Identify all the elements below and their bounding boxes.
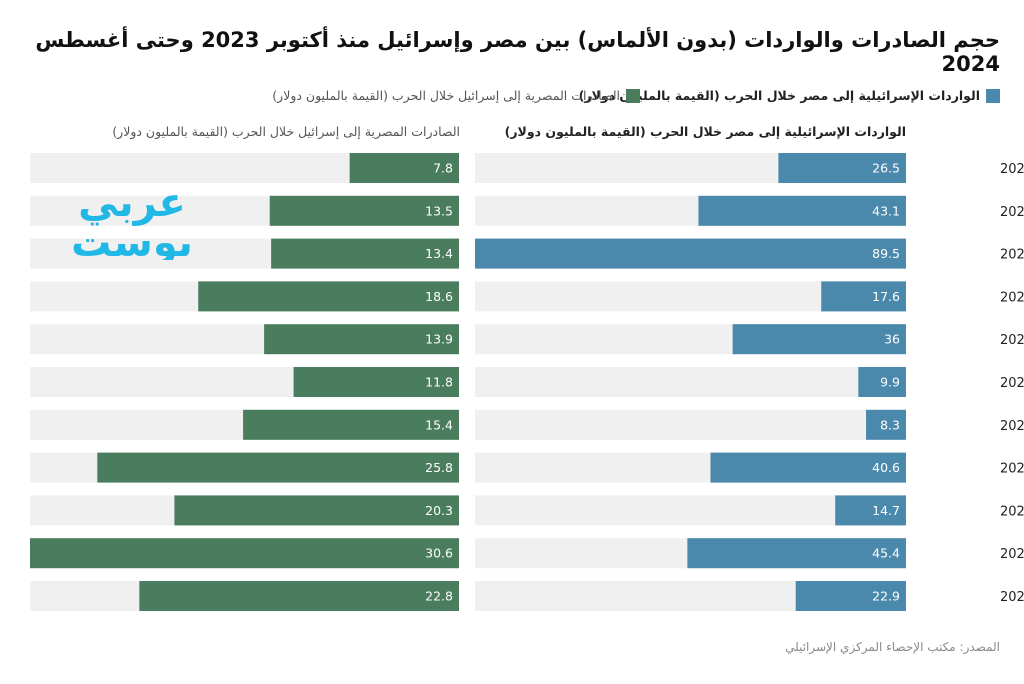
imports-track: [475, 495, 906, 526]
exports-bar: [139, 581, 459, 611]
imports-value-label: 8.3: [880, 417, 900, 432]
imports-value-label: 43.1: [872, 203, 900, 218]
imports-bar: [778, 153, 906, 183]
legend-imports-swatch: [986, 88, 1000, 103]
exports-bar: [198, 281, 459, 312]
chart-title: حجم الصادرات والواردات (بدون الألماس) بي…: [35, 28, 1000, 76]
exports-value-label: 15.4: [425, 417, 453, 432]
imports-track: [475, 409, 906, 440]
imports-value-label: 45.4: [872, 546, 900, 561]
exports-value-label: 22.8: [425, 589, 453, 604]
imports-value-label: 9.9: [880, 375, 900, 390]
imports-bar: [821, 281, 906, 312]
imports-bar: [858, 367, 906, 397]
imports-bar: [732, 324, 906, 355]
legend-imports: الواردات الإسرائيلية إلى مصر خلال الحرب …: [579, 88, 1000, 103]
exports-value-label: 13.4: [425, 246, 453, 261]
imports-bar: [475, 238, 906, 269]
month-label: أكتوبر 2023: [1000, 160, 1024, 177]
exports-column-header: الصادرات المصرية إلى إسرائيل خلال الحرب …: [112, 124, 460, 139]
bar-chart: 26.5 7.8 أكتوبر 2023 43.1 13.5 نوفمبر 2023 89.…: [30, 153, 1024, 611]
exports-value-label: 18.6: [425, 289, 453, 304]
legend-exports-swatch: [626, 88, 640, 103]
exports-bar: [97, 452, 459, 483]
exports-bar: [349, 153, 459, 183]
month-label: مارس 2024: [1000, 376, 1024, 391]
exports-bar: [269, 195, 459, 226]
month-label: نوفمبر 2023: [1000, 205, 1024, 220]
imports-value-label: 26.5: [872, 161, 900, 176]
imports-column-header: الواردات الإسرائيلية إلى مصر خلال الحرب …: [504, 124, 906, 139]
month-label: ديسمبر 2023: [1000, 248, 1024, 263]
imports-value-label: 22.9: [872, 589, 900, 604]
legend-exports-label: الصادرات المصرية إلى إسرائيل خلال الحرب …: [272, 88, 620, 103]
exports-value-label: 20.3: [425, 503, 453, 518]
legend-exports: الصادرات المصرية إلى إسرائيل خلال الحرب …: [272, 88, 640, 103]
exports-bar: [30, 538, 459, 569]
imports-bar: [710, 452, 906, 483]
month-label: أبريل 2024: [1000, 417, 1024, 434]
month-label: يناير 2024: [1000, 290, 1024, 305]
exports-value-label: 7.8: [433, 161, 453, 176]
exports-value-label: 25.8: [425, 460, 453, 475]
exports-bar: [174, 495, 459, 526]
exports-bar: [243, 409, 459, 440]
imports-bar: [687, 538, 906, 569]
imports-bar: [795, 581, 906, 611]
exports-value-label: 30.6: [425, 546, 453, 561]
imports-value-label: 14.7: [872, 503, 900, 518]
exports-bar: [271, 238, 459, 269]
imports-value-label: 89.5: [872, 246, 900, 261]
imports-track: [475, 367, 906, 397]
arabi-post-logo: عربي بوست: [71, 180, 193, 260]
month-label: يوليو 2024: [1000, 547, 1024, 562]
svg-text:عربي: عربي: [78, 180, 186, 226]
imports-bar: [835, 495, 906, 526]
legend-imports-label: الواردات الإسرائيلية إلى مصر خلال الحرب …: [578, 88, 980, 103]
imports-bar: [866, 409, 906, 440]
imports-bar: [698, 195, 906, 226]
month-label: يونيو 2024: [1000, 504, 1024, 519]
imports-value-label: 40.6: [872, 460, 900, 475]
month-label: مايو 2024: [1000, 462, 1024, 477]
exports-bar: [293, 367, 459, 397]
exports-value-label: 11.8: [425, 375, 453, 390]
svg-text:بوست: بوست: [71, 220, 193, 260]
exports-bar: [264, 324, 459, 355]
month-label: أغسطس 2024: [1000, 588, 1024, 605]
month-label: فبراير 2024: [1000, 333, 1024, 348]
source-note: المصدر: مكتب الإحصاء المركزي الإسرائيلي: [785, 640, 1000, 654]
imports-value-label: 17.6: [872, 289, 900, 304]
exports-value-label: 13.9: [425, 332, 453, 347]
exports-value-label: 13.5: [425, 203, 453, 218]
imports-value-label: 36: [884, 332, 900, 347]
